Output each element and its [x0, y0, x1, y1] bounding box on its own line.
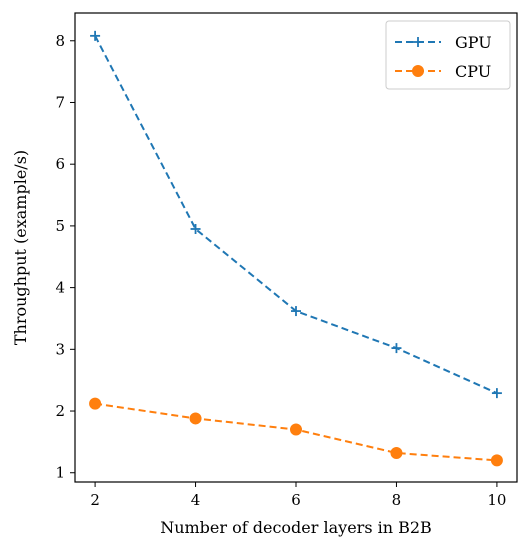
x-tick-label: 4: [191, 491, 201, 509]
x-tick-label: 10: [487, 491, 506, 509]
y-tick-label: 3: [55, 340, 65, 358]
data-point-gpu: [391, 343, 402, 354]
y-tick-label: 4: [55, 279, 65, 297]
y-axis-ticks: 1 2 3 4 5 6 7 8: [55, 32, 75, 482]
data-point-gpu: [190, 223, 201, 234]
y-tick-label: 7: [55, 93, 65, 111]
series-layer: [89, 30, 503, 467]
legend-label-gpu: GPU: [455, 33, 492, 52]
data-point-cpu: [290, 423, 302, 436]
data-point-cpu: [490, 454, 503, 467]
data-point-cpu: [189, 412, 202, 425]
data-point-cpu: [390, 446, 403, 459]
y-tick-label: 6: [55, 155, 65, 173]
legend-entry-cpu: CPU: [395, 62, 491, 81]
data-point-gpu: [491, 388, 502, 399]
y-tick-label: 1: [55, 464, 65, 482]
legend-entry-gpu: GPU: [395, 33, 492, 52]
y-tick-label: 2: [55, 402, 65, 420]
y-tick-label: 8: [55, 32, 65, 50]
legend-label-cpu: CPU: [455, 62, 491, 81]
x-tick-label: 6: [291, 491, 301, 509]
legend-marker-shape-gpu: [413, 37, 423, 47]
x-axis-label: Number of decoder layers in B2B: [160, 518, 432, 537]
x-tick-label: 2: [90, 491, 100, 509]
legend: GPU CPU: [385, 20, 511, 90]
x-tick-label: 8: [392, 491, 402, 509]
x-axis-ticks: 2 4 6 8 10: [90, 482, 506, 509]
data-point-gpu: [291, 306, 301, 317]
legend-marker-shape-cpu: [412, 65, 424, 77]
legend-box: [385, 20, 511, 90]
legend-marker-cpu: [412, 65, 424, 77]
y-tick-label: 5: [55, 217, 65, 235]
y-axis-label: Throughput (example/s): [11, 150, 30, 345]
data-point-gpu: [90, 30, 101, 41]
legend-marker-gpu: [413, 37, 423, 47]
data-point-cpu: [89, 397, 102, 410]
